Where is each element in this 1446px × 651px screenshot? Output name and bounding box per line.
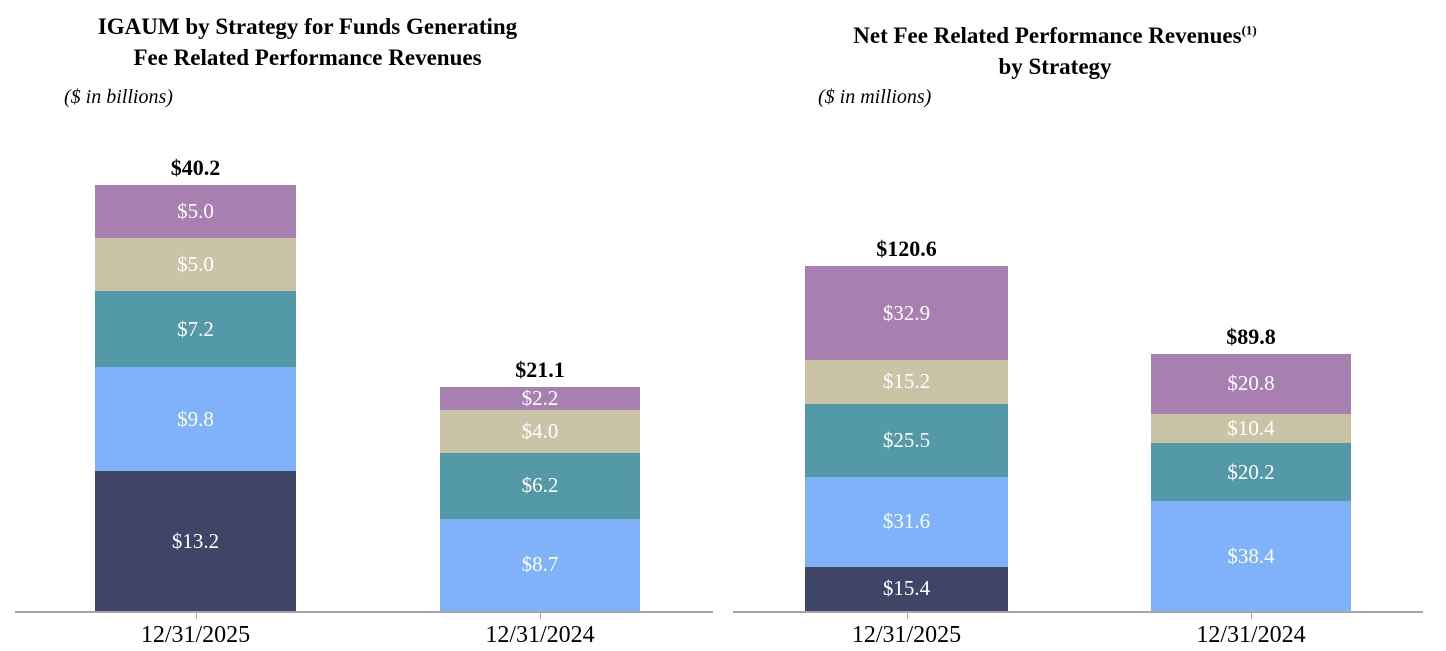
chart-title-line: Net Fee Related Performance Revenues(1): [790, 20, 1320, 51]
segment-value-label: $8.7: [521, 552, 559, 577]
bar-segment: $6.2: [440, 452, 640, 519]
bar-segment: $20.2: [1151, 443, 1351, 502]
bar-segment: $15.2: [805, 360, 1008, 404]
segment-value-label: $6.2: [521, 473, 559, 498]
igaum-chart-units-note: ($ in billions): [64, 86, 173, 108]
bar-segment: $13.2: [95, 471, 296, 611]
bar-stack: $32.9 $15.2 $25.5 $31.6 $15.4: [805, 266, 1008, 611]
axis-tick: [907, 613, 908, 619]
net-fee-chart-units-note: ($ in millions): [818, 86, 932, 108]
footnote-superscript: (1): [1241, 22, 1257, 38]
x-axis-category-label: 12/31/2024: [485, 622, 595, 648]
axis-tick: [540, 613, 541, 619]
bar-segment: $25.5: [805, 403, 1008, 477]
bar-total-label: $40.2: [170, 155, 221, 180]
chart-title-line: by Strategy: [998, 54, 1112, 79]
bar-total-label: $120.6: [876, 236, 937, 261]
bar-segment: $5.0: [95, 237, 296, 291]
bar-segment: $38.4: [1151, 501, 1351, 611]
segment-value-label: $5.0: [177, 251, 214, 276]
x-axis-category-label: 12/31/2025: [851, 622, 962, 648]
bar-segment: $15.4: [805, 566, 1008, 611]
bar-segment: $7.2: [95, 290, 296, 368]
bar-stack: $20.8 $10.4 $20.2 $38.4: [1151, 354, 1351, 611]
segment-value-label: $25.5: [882, 427, 931, 452]
bar-segment: $5.0: [95, 185, 296, 238]
segment-value-label: $9.8: [177, 406, 214, 431]
segment-value-label: $15.4: [882, 576, 931, 601]
x-axis-category-label: 12/31/2025: [140, 622, 251, 648]
segment-value-label: $32.9: [882, 300, 931, 325]
bar-stack: $2.2 $4.0 $6.2 $8.7: [440, 387, 640, 611]
bar-segment: $20.8: [1151, 354, 1351, 414]
segment-value-label: $5.0: [177, 198, 214, 223]
axis-tick: [196, 613, 197, 619]
bar-segment: $32.9: [805, 266, 1008, 361]
bar-segment: $10.4: [1151, 413, 1351, 444]
chart-title-line: Fee Related Performance Revenues: [133, 45, 482, 70]
x-axis-category-label: 12/31/2024: [1196, 622, 1306, 648]
bar-total-label: $89.8: [1226, 324, 1276, 349]
segment-value-label: $20.8: [1227, 371, 1275, 396]
bar-segment: $4.0: [440, 410, 640, 453]
segment-value-label: $20.2: [1227, 459, 1275, 484]
segment-value-label: $7.2: [177, 316, 214, 341]
segment-value-label: $31.6: [882, 509, 931, 534]
x-axis-line: [15, 611, 713, 613]
chart-title-text: Net Fee Related Performance Revenues: [853, 23, 1242, 48]
segment-value-label: $15.2: [882, 369, 931, 394]
bar-segment: $31.6: [805, 476, 1008, 567]
igaum-chart-title: IGAUM by Strategy for Funds Generating F…: [15, 11, 600, 73]
segment-value-label: $13.2: [171, 528, 220, 553]
segment-value-label: $10.4: [1227, 415, 1275, 440]
bar-stack: $5.0 $5.0 $7.2 $9.8 $13.2: [95, 185, 296, 611]
bar-segment: $2.2: [440, 386, 640, 411]
bar-segment: $9.8: [95, 367, 296, 472]
x-axis-line: [733, 611, 1423, 613]
chart-title-line: IGAUM by Strategy for Funds Generating: [97, 14, 518, 39]
segment-value-label: $2.2: [521, 386, 559, 411]
net-fee-chart-title: Net Fee Related Performance Revenues(1) …: [790, 20, 1320, 82]
segment-value-label: $4.0: [521, 419, 559, 444]
segment-value-label: $38.4: [1227, 543, 1275, 568]
bar-segment: $8.7: [440, 518, 640, 611]
axis-tick: [1251, 613, 1252, 619]
bar-total-label: $21.1: [515, 357, 565, 382]
